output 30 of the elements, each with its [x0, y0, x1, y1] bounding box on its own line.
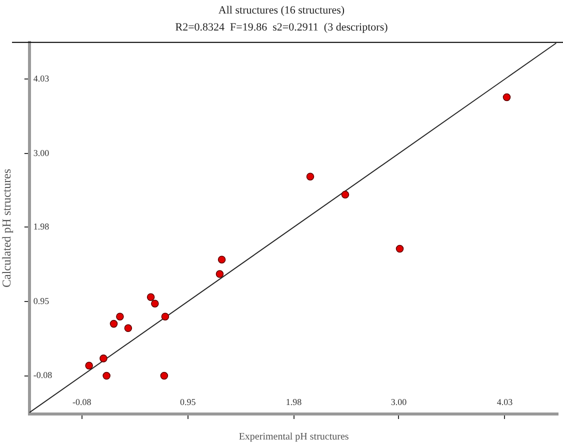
- chart-title: All structures (16 structures): [218, 4, 345, 16]
- point: [306, 172, 314, 181]
- chart-subtitle: R2=0.8324 F=19.86 s2=0.2911 (3 descriptors): [175, 22, 388, 34]
- point: [116, 312, 124, 320]
- x-axis-title: Experimental pH structures: [238, 432, 349, 443]
- y-tick-label: 1.98: [33, 221, 50, 232]
- x-tick-label: -0.08: [72, 396, 92, 407]
- point: [341, 190, 350, 199]
- point: [151, 300, 159, 308]
- point: [216, 270, 224, 278]
- point: [161, 312, 170, 320]
- point: [218, 256, 226, 264]
- x-tick-label: 0.95: [180, 396, 196, 407]
- point: [85, 362, 93, 370]
- point: [396, 244, 404, 253]
- y-axis-title: Calculated pH structures: [0, 168, 14, 288]
- y-tick-label: -0.08: [33, 370, 53, 380]
- point: [102, 372, 110, 380]
- x-tick-label: 3.00: [390, 396, 408, 407]
- point: [502, 93, 511, 102]
- point: [160, 372, 168, 380]
- point: [110, 320, 118, 328]
- y-tick-label: 4.03: [33, 74, 50, 84]
- x-tick-label: 4.03: [496, 396, 514, 407]
- point: [124, 324, 132, 332]
- x-tick-label: 1.98: [286, 396, 302, 407]
- point: [146, 293, 155, 302]
- point: [100, 354, 108, 362]
- y-tick-label: 0.95: [33, 296, 50, 306]
- y-tick-label: 3.00: [33, 148, 50, 158]
